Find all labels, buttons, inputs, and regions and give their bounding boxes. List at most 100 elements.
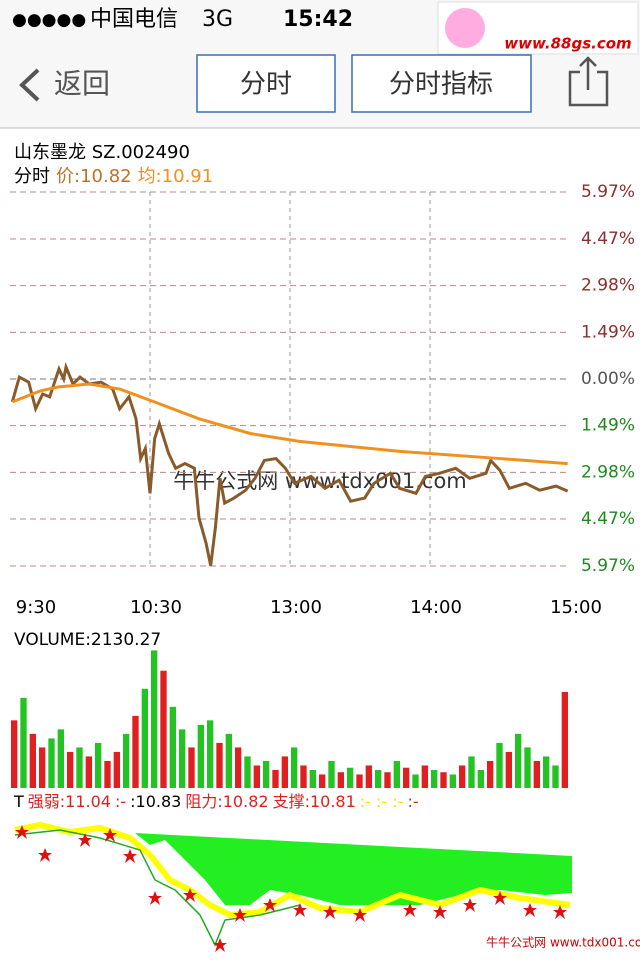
quote-line: 分时 价:10.82 均:10.91 (14, 166, 213, 187)
volume-bar (169, 706, 176, 788)
volume-bar (384, 772, 391, 788)
volume-bar (29, 733, 36, 788)
volume-bar (347, 767, 354, 788)
indicator-item: 强弱:11.04 (28, 792, 111, 811)
y-tick-label: 1.49% (581, 416, 635, 436)
volume-bar (356, 774, 363, 788)
volume-bar (421, 765, 428, 788)
volume-bar (393, 760, 400, 788)
volume-bar (132, 715, 139, 788)
volume-bar (487, 760, 494, 788)
volume-bar (39, 747, 46, 788)
volume-bar (459, 765, 466, 788)
share-icon[interactable] (568, 56, 609, 107)
indicator-area (135, 833, 572, 905)
watermark: www.88gs.com (504, 35, 631, 53)
volume-bar (412, 774, 419, 788)
back-button[interactable]: 返回 (54, 67, 110, 100)
y-tick-label: 1.49% (581, 322, 635, 342)
volume-bar (141, 688, 148, 788)
volume-bar (151, 650, 158, 788)
volume-bar (300, 765, 307, 788)
x-tick-label: 14:00 (410, 597, 462, 618)
volume-bar (85, 756, 92, 788)
indicator-item: 阻力:10.82 (185, 792, 268, 811)
price: 价:10.82 (56, 166, 132, 187)
volume-bar (552, 765, 559, 788)
volume-bar (543, 756, 550, 788)
volume-bar (113, 751, 120, 788)
volume-bar (496, 742, 503, 788)
volume-bar (207, 720, 214, 788)
volume-bar (524, 747, 531, 788)
tab[interactable] (351, 54, 532, 113)
x-tick-label: 15:00 (550, 597, 602, 618)
indicator-line: T 强弱:11.04:-:10.83 阻力:10.82 支撑:10.81:- :- :… (13, 792, 419, 811)
price-line (10, 361, 569, 566)
volume-bar (179, 729, 186, 788)
y-tick-label: 0.00% (581, 369, 635, 389)
volume-bar (235, 747, 242, 788)
volume-bar (225, 733, 232, 788)
x-tick-label: 10:30 (130, 597, 182, 618)
tab[interactable] (196, 54, 336, 113)
volume-bar (216, 742, 223, 788)
volume-bar (440, 772, 447, 788)
back-arrow[interactable] (19, 68, 40, 102)
volume-bar (160, 670, 167, 788)
volume-bar (76, 747, 83, 788)
volume-bar (263, 760, 270, 788)
volume-bar (505, 751, 512, 788)
volume-bar (477, 769, 484, 788)
volume-bar (328, 760, 335, 788)
volume-bar (48, 738, 55, 788)
network: 3G (202, 7, 233, 32)
volume-bar (515, 733, 522, 788)
volume-bar (375, 769, 382, 788)
volume-bar (20, 697, 27, 788)
volume-bar (188, 747, 195, 788)
volume-bar (365, 765, 372, 788)
logo-icon (445, 8, 485, 48)
y-tick-label: 4.47% (581, 229, 635, 249)
logo-box (500, 926, 638, 958)
volume-bar (272, 769, 279, 788)
indicator-item: :10.83 (130, 792, 181, 811)
volume-bar (281, 756, 288, 788)
volume-bar (468, 756, 475, 788)
volume-bar (95, 742, 102, 788)
volume-bar (431, 769, 438, 788)
carrier: 中国电信 (90, 7, 178, 32)
volume-bar (197, 724, 204, 788)
indicator-item: T (13, 792, 24, 811)
volume-label: VOLUME:2130.27 (14, 630, 161, 650)
y-tick-label: 5.97% (581, 182, 635, 202)
indicator-item: :- (115, 792, 126, 811)
volume-bar (291, 747, 298, 788)
watermark: 牛牛公式网 www.tdx001.com (486, 935, 640, 950)
volume-bar (319, 774, 326, 788)
volume-bar (104, 760, 111, 788)
volume-bar (533, 760, 540, 788)
volume-bar (57, 729, 64, 788)
signal: ●●●●● (12, 10, 86, 30)
volume-bar (449, 774, 456, 788)
tab-label[interactable]: 分时 (240, 70, 292, 100)
avg: 均:10.91 (138, 166, 214, 187)
y-tick-label: 5.97% (581, 556, 635, 576)
volume-bar (403, 767, 410, 788)
volume-bar (253, 765, 260, 788)
clock: 15:42 (283, 7, 353, 32)
indicator-item: :- :- :- (360, 792, 404, 811)
x-tick-label: 9:30 (16, 597, 56, 618)
price-line (11, 382, 568, 466)
volume-bar (67, 751, 74, 788)
volume-bar (337, 772, 344, 788)
indicator-item: :- (407, 792, 418, 811)
volume-bar (244, 756, 251, 788)
y-tick-label: 4.47% (581, 509, 635, 529)
volume-bar (11, 720, 18, 788)
tab-label[interactable]: 分时指标 (389, 70, 493, 100)
stock-name: 山东墨龙 SZ.002490 (14, 142, 190, 163)
